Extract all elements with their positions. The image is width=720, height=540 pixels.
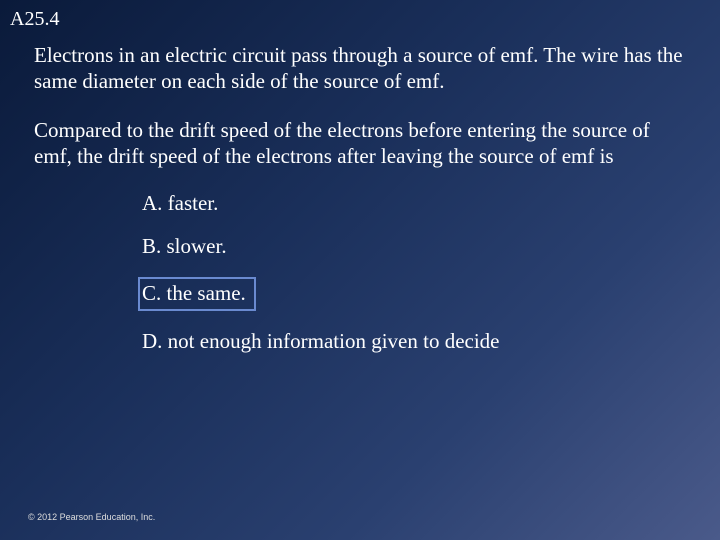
paragraph-1: Electrons in an electric circuit pass th…: [34, 42, 686, 95]
option-d: D. not enough information given to decid…: [142, 329, 500, 354]
option-c-highlighted: C. the same.: [138, 277, 256, 310]
paragraph-2: Compared to the drift speed of the elect…: [34, 117, 686, 170]
option-b: B. slower.: [142, 234, 227, 259]
options-list: A. faster. B. slower. C. the same. D. no…: [142, 191, 686, 372]
copyright-text: © 2012 Pearson Education, Inc.: [28, 512, 155, 522]
option-a: A. faster.: [142, 191, 218, 216]
slide-number: A25.4: [10, 8, 59, 31]
slide-content: Electrons in an electric circuit pass th…: [34, 42, 686, 372]
